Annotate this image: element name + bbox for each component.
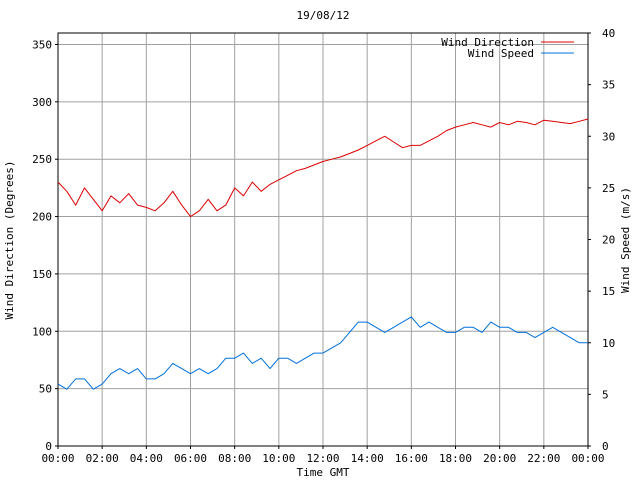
y-right-tick-label: 40 (602, 27, 615, 40)
y-right-tick-label: 25 (602, 182, 615, 195)
x-tick-label: 02:00 (86, 452, 119, 465)
x-tick-label: 20:00 (483, 452, 516, 465)
x-tick-label: 06:00 (174, 452, 207, 465)
y-right-tick-label: 35 (602, 79, 615, 92)
y-left-tick-label: 250 (32, 153, 52, 166)
grid (58, 33, 588, 446)
x-tick-label: 08:00 (218, 452, 251, 465)
y-right-tick-label: 30 (602, 130, 615, 143)
axis-layer: 00:00 02:00 04:00 06:00 08:00 10:00 12:00 14:00… (32, 27, 615, 465)
y-left-tick-label: 300 (32, 96, 52, 109)
y-right-tick-label: 0 (602, 440, 609, 453)
y-left-tick-label: 150 (32, 268, 52, 281)
x-tick-label: 18:00 (439, 452, 472, 465)
y-left-tick-label: 100 (32, 325, 52, 338)
x-tick-label: 22:00 (527, 452, 560, 465)
series-layer (57, 118, 589, 390)
legend-label-wind-speed: Wind Speed (468, 47, 534, 60)
x-tick-label: 16:00 (395, 452, 428, 465)
x-tick-label: 00:00 (41, 452, 74, 465)
y-right-tick-label: 20 (602, 234, 615, 247)
y-right-tick-label: 10 (602, 337, 615, 350)
y-left-tick-label: 50 (39, 383, 52, 396)
x-tick-label: 10:00 (262, 452, 295, 465)
y-axis-right-label: Wind Speed (m/s) (619, 187, 632, 293)
y-left-tick-label: 200 (32, 211, 52, 224)
x-tick-label: 04:00 (130, 452, 163, 465)
series-line-wind-speed (57, 316, 588, 390)
y-axis-left-label: Wind Direction (Degrees) (3, 161, 16, 320)
y-left-tick-label: 0 (45, 440, 52, 453)
y-left-tick-label: 350 (32, 38, 52, 51)
y-right-tick-label: 5 (602, 388, 609, 401)
x-tick-label: 14:00 (351, 452, 384, 465)
chart-title: 19/08/12 (297, 9, 350, 22)
series-line-wind-direction (57, 118, 589, 218)
legend: Wind Direction Wind Speed (441, 36, 574, 60)
x-tick-label: 12:00 (306, 452, 339, 465)
x-axis-label: Time GMT (297, 466, 350, 479)
legend-label-wind-direction: Wind Direction (441, 36, 534, 49)
y-right-tick-label: 15 (602, 285, 615, 298)
x-tick-label: 00:00 (571, 452, 604, 465)
